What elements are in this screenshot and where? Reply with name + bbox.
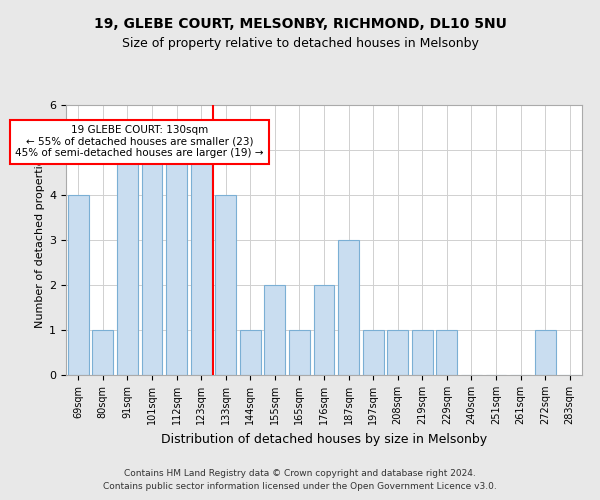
Bar bbox=[117, 150, 138, 375]
Bar bbox=[314, 285, 334, 375]
Bar bbox=[166, 150, 187, 375]
Bar bbox=[92, 330, 113, 375]
Bar bbox=[412, 330, 433, 375]
Bar bbox=[265, 285, 286, 375]
Text: Contains HM Land Registry data © Crown copyright and database right 2024.: Contains HM Land Registry data © Crown c… bbox=[124, 469, 476, 478]
Bar bbox=[289, 330, 310, 375]
Bar bbox=[142, 150, 163, 375]
Bar bbox=[215, 195, 236, 375]
Bar bbox=[68, 195, 89, 375]
X-axis label: Distribution of detached houses by size in Melsonby: Distribution of detached houses by size … bbox=[161, 432, 487, 446]
Text: 19 GLEBE COURT: 130sqm
← 55% of detached houses are smaller (23)
45% of semi-det: 19 GLEBE COURT: 130sqm ← 55% of detached… bbox=[16, 125, 264, 158]
Bar bbox=[436, 330, 457, 375]
Text: Size of property relative to detached houses in Melsonby: Size of property relative to detached ho… bbox=[122, 38, 478, 51]
Bar bbox=[387, 330, 408, 375]
Bar bbox=[191, 150, 212, 375]
Text: 19, GLEBE COURT, MELSONBY, RICHMOND, DL10 5NU: 19, GLEBE COURT, MELSONBY, RICHMOND, DL1… bbox=[94, 18, 506, 32]
Y-axis label: Number of detached properties: Number of detached properties bbox=[35, 152, 45, 328]
Bar bbox=[535, 330, 556, 375]
Text: Contains public sector information licensed under the Open Government Licence v3: Contains public sector information licen… bbox=[103, 482, 497, 491]
Bar bbox=[338, 240, 359, 375]
Bar bbox=[240, 330, 261, 375]
Bar bbox=[362, 330, 383, 375]
